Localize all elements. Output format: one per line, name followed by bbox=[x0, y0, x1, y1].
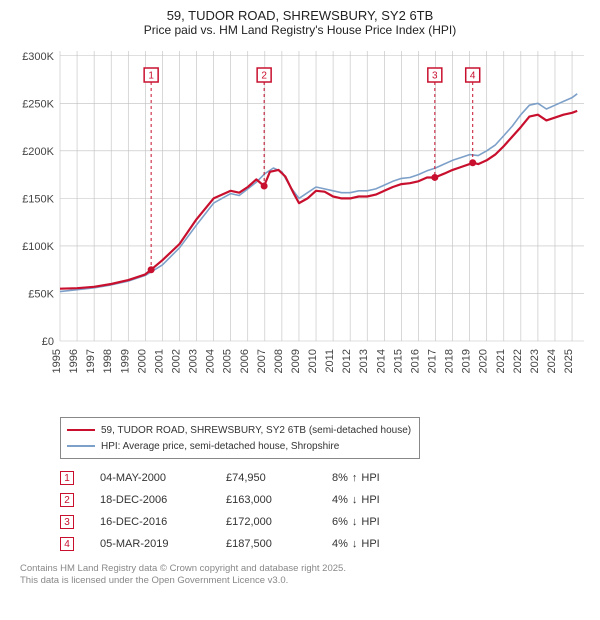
svg-text:2024: 2024 bbox=[546, 349, 558, 373]
sales-date: 04-MAY-2000 bbox=[100, 472, 200, 484]
title-block: 59, TUDOR ROAD, SHREWSBURY, SY2 6TB Pric… bbox=[10, 8, 590, 37]
sales-row: 3 16-DEC-2016 £172,000 6%↓HPI bbox=[60, 511, 590, 533]
legend-label: HPI: Average price, semi-detached house,… bbox=[101, 441, 339, 452]
svg-text:2019: 2019 bbox=[461, 349, 473, 373]
title-line1: 59, TUDOR ROAD, SHREWSBURY, SY2 6TB bbox=[10, 8, 590, 23]
svg-text:2001: 2001 bbox=[153, 349, 165, 373]
sales-price: £74,950 bbox=[226, 472, 306, 484]
attribution: Contains HM Land Registry data © Crown c… bbox=[20, 563, 590, 588]
svg-text:2002: 2002 bbox=[170, 349, 182, 373]
svg-text:2010: 2010 bbox=[307, 349, 319, 373]
sales-diff: 8%↑HPI bbox=[332, 472, 422, 484]
svg-text:2004: 2004 bbox=[205, 349, 217, 373]
sales-marker: 4 bbox=[60, 537, 74, 551]
svg-text:2: 2 bbox=[261, 71, 267, 82]
sales-price: £187,500 bbox=[226, 538, 306, 550]
svg-text:£50K: £50K bbox=[28, 288, 54, 300]
svg-text:2003: 2003 bbox=[188, 349, 200, 373]
sales-price: £163,000 bbox=[226, 494, 306, 506]
svg-text:£150K: £150K bbox=[22, 193, 54, 205]
svg-text:£0: £0 bbox=[42, 336, 54, 348]
sales-table: 1 04-MAY-2000 £74,950 8%↑HPI 2 18-DEC-2006 £16… bbox=[60, 467, 590, 555]
legend-label: 59, TUDOR ROAD, SHREWSBURY, SY2 6TB (sem… bbox=[101, 425, 411, 436]
svg-text:2007: 2007 bbox=[256, 349, 268, 373]
svg-text:2018: 2018 bbox=[444, 349, 456, 373]
attribution-line2: This data is licensed under the Open Gov… bbox=[20, 575, 590, 587]
svg-text:1999: 1999 bbox=[119, 349, 131, 373]
svg-text:£200K: £200K bbox=[22, 146, 54, 158]
svg-text:2011: 2011 bbox=[324, 349, 336, 373]
legend-swatch bbox=[67, 445, 95, 447]
svg-text:2016: 2016 bbox=[409, 349, 421, 373]
svg-text:2015: 2015 bbox=[392, 349, 404, 373]
svg-text:1997: 1997 bbox=[85, 349, 97, 373]
attribution-line1: Contains HM Land Registry data © Crown c… bbox=[20, 563, 590, 575]
svg-text:2021: 2021 bbox=[495, 349, 507, 373]
svg-text:1996: 1996 bbox=[68, 349, 80, 373]
legend-row: 59, TUDOR ROAD, SHREWSBURY, SY2 6TB (sem… bbox=[67, 422, 413, 438]
svg-text:2006: 2006 bbox=[239, 349, 251, 373]
svg-text:2013: 2013 bbox=[358, 349, 370, 373]
sales-marker: 2 bbox=[60, 493, 74, 507]
svg-text:£100K: £100K bbox=[22, 241, 54, 253]
legend-row: HPI: Average price, semi-detached house,… bbox=[67, 438, 413, 454]
sales-marker: 1 bbox=[60, 471, 74, 485]
chart-svg: £0 £50K £100K £150K £200K £250K £300K 1995 1996 1… bbox=[10, 41, 590, 411]
svg-text:1: 1 bbox=[148, 71, 154, 82]
chart-container: 59, TUDOR ROAD, SHREWSBURY, SY2 6TB Pric… bbox=[0, 0, 600, 620]
sales-date: 18-DEC-2006 bbox=[100, 494, 200, 506]
svg-text:1998: 1998 bbox=[102, 349, 114, 373]
svg-text:2009: 2009 bbox=[290, 349, 302, 373]
sales-diff: 6%↓HPI bbox=[332, 516, 422, 528]
svg-text:2008: 2008 bbox=[273, 349, 285, 373]
svg-text:2000: 2000 bbox=[136, 349, 148, 373]
sales-date: 05-MAR-2019 bbox=[100, 538, 200, 550]
svg-text:2025: 2025 bbox=[563, 349, 575, 373]
sales-row: 1 04-MAY-2000 £74,950 8%↑HPI bbox=[60, 467, 590, 489]
svg-text:2017: 2017 bbox=[427, 349, 439, 373]
svg-text:2023: 2023 bbox=[529, 349, 541, 373]
svg-text:1995: 1995 bbox=[51, 349, 63, 373]
svg-text:2012: 2012 bbox=[341, 349, 353, 373]
chart-area: £0 £50K £100K £150K £200K £250K £300K 1995 1996 1… bbox=[10, 41, 590, 411]
sales-marker: 3 bbox=[60, 515, 74, 529]
sales-row: 4 05-MAR-2019 £187,500 4%↓HPI bbox=[60, 533, 590, 555]
legend-box: 59, TUDOR ROAD, SHREWSBURY, SY2 6TB (sem… bbox=[60, 417, 420, 459]
svg-text:£250K: £250K bbox=[22, 98, 54, 110]
svg-text:2022: 2022 bbox=[512, 349, 524, 373]
title-line2: Price paid vs. HM Land Registry's House … bbox=[10, 23, 590, 37]
svg-text:3: 3 bbox=[432, 71, 438, 82]
legend-swatch bbox=[67, 429, 95, 431]
sales-date: 16-DEC-2016 bbox=[100, 516, 200, 528]
sales-row: 2 18-DEC-2006 £163,000 4%↓HPI bbox=[60, 489, 590, 511]
svg-text:2014: 2014 bbox=[375, 349, 387, 373]
svg-text:£300K: £300K bbox=[22, 51, 54, 63]
svg-text:2005: 2005 bbox=[222, 349, 234, 373]
sales-diff: 4%↓HPI bbox=[332, 538, 422, 550]
svg-text:2020: 2020 bbox=[478, 349, 490, 373]
sales-diff: 4%↓HPI bbox=[332, 494, 422, 506]
svg-text:4: 4 bbox=[470, 71, 476, 82]
sales-price: £172,000 bbox=[226, 516, 306, 528]
